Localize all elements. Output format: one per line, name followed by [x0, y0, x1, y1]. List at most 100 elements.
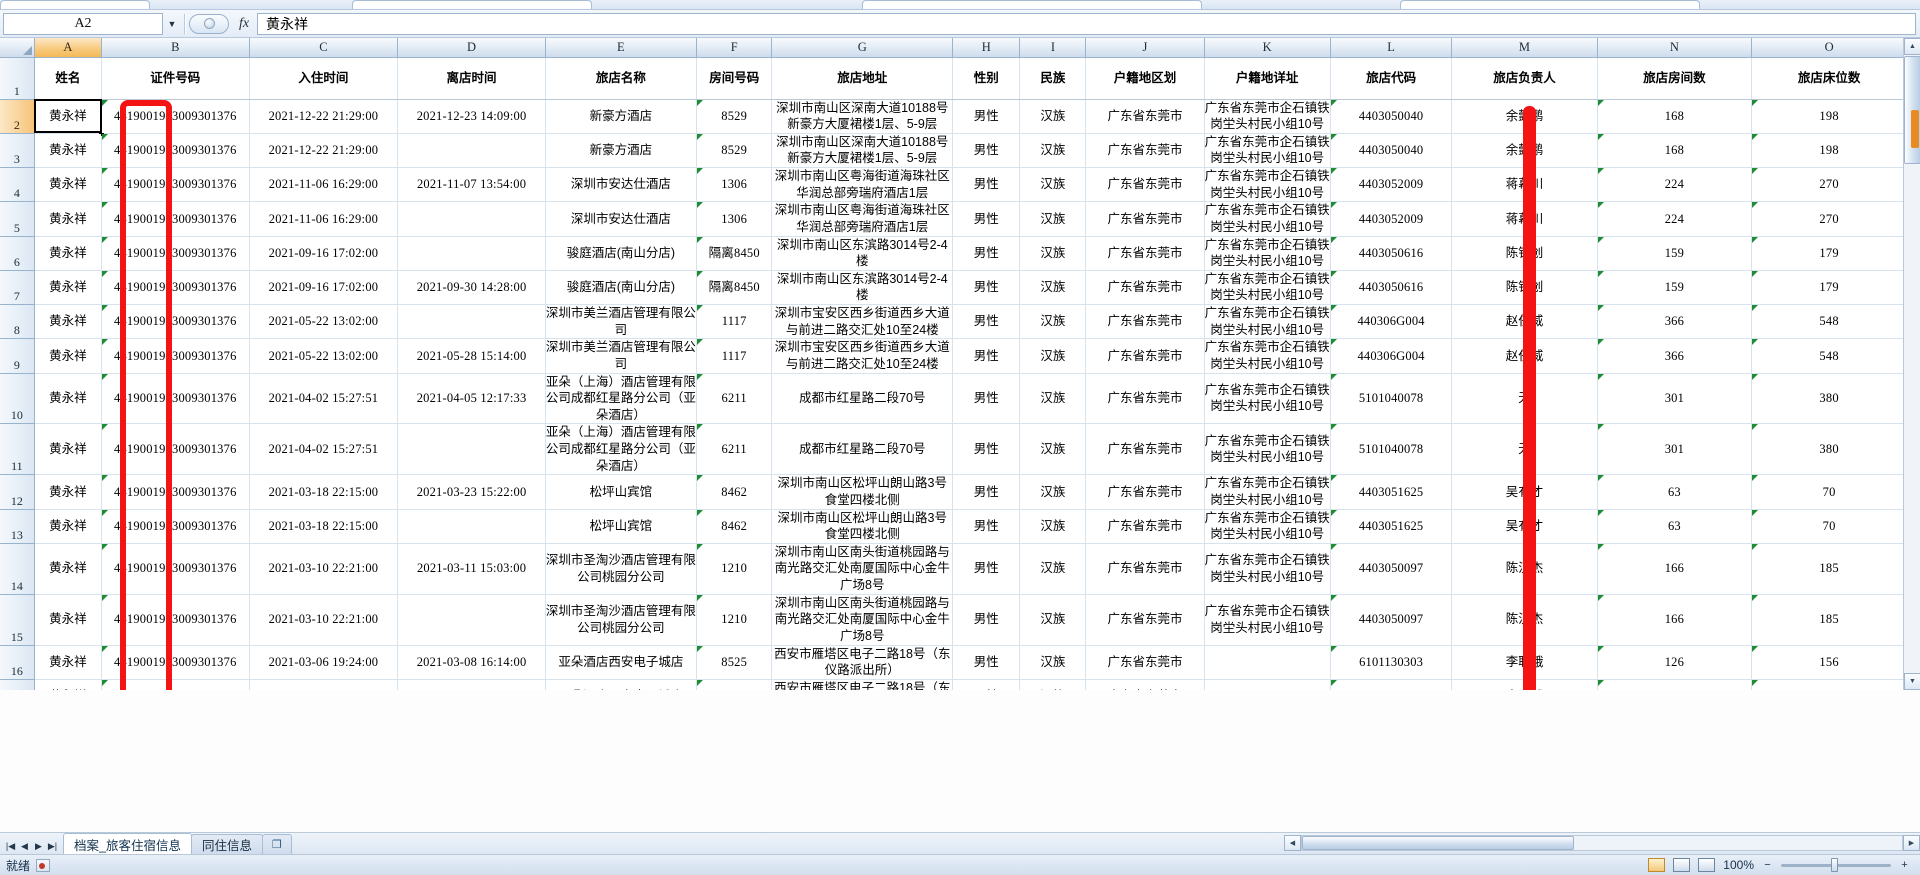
- ribbon-tab-stub-1[interactable]: [0, 0, 150, 9]
- column-title-H[interactable]: 性别: [952, 57, 1021, 100]
- cell-G4[interactable]: 深圳市南山区粤海街道海珠社区华润总部旁瑞府酒店1层: [771, 167, 954, 203]
- cell-D16[interactable]: 2021-03-08 16:14:00: [397, 645, 546, 680]
- cell-B10[interactable]: 4419001993009301376: [101, 373, 250, 425]
- row-header-12[interactable]: 12: [0, 474, 35, 510]
- cell-C2[interactable]: 2021-12-22 21:29:00: [249, 99, 399, 134]
- macro-record-icon[interactable]: [36, 858, 51, 872]
- cell-H14[interactable]: 男性: [952, 543, 1021, 595]
- cell-L11[interactable]: 5101040078: [1330, 423, 1453, 476]
- cell-K4[interactable]: 广东省东莞市企石镇铁岗坣头村民小组10号: [1204, 167, 1331, 203]
- page-break-view-icon[interactable]: [1698, 858, 1716, 872]
- next-sheet-icon[interactable]: ▶: [35, 841, 42, 851]
- cell-O8[interactable]: 548: [1751, 304, 1907, 340]
- cell-I2[interactable]: 汉族: [1019, 99, 1087, 134]
- cell-B7[interactable]: 4419001993009301376: [101, 270, 250, 306]
- cell-L8[interactable]: 440306G004: [1330, 304, 1453, 340]
- cell-F2[interactable]: 8529: [696, 99, 773, 134]
- cell-O2[interactable]: 198: [1751, 99, 1907, 134]
- cell-D10[interactable]: 2021-04-05 12:17:33: [397, 373, 546, 425]
- cell-N13[interactable]: 63: [1597, 509, 1753, 544]
- column-header-J[interactable]: J: [1085, 38, 1205, 58]
- cell-A7[interactable]: 黄永祥: [34, 270, 103, 306]
- cell-I13[interactable]: 汉族: [1019, 509, 1087, 544]
- cell-E8[interactable]: 深圳市美兰酒店管理有限公司: [545, 304, 697, 340]
- cell-L4[interactable]: 4403052009: [1330, 167, 1453, 203]
- cell-C6[interactable]: 2021-09-16 17:02:00: [249, 236, 399, 271]
- cell-J11[interactable]: 广东省东莞市: [1085, 423, 1205, 476]
- row-header-3[interactable]: 3: [0, 133, 35, 169]
- formula-input[interactable]: 黄永祥: [257, 12, 1916, 35]
- cell-C13[interactable]: 2021-03-18 22:15:00: [249, 509, 399, 544]
- name-box-dropdown-icon[interactable]: ▼: [167, 18, 177, 29]
- insert-function-pill-button[interactable]: [189, 13, 229, 34]
- column-title-F[interactable]: 房间号码: [696, 57, 773, 100]
- cell-M9[interactable]: 赵任威: [1451, 338, 1598, 374]
- cell-F5[interactable]: 1306: [696, 201, 773, 237]
- cell-M6[interactable]: 陈钦创: [1451, 236, 1598, 271]
- scroll-left-arrow-icon[interactable]: ◀: [1284, 835, 1301, 851]
- cell-K8[interactable]: 广东省东莞市企石镇铁岗坣头村民小组10号: [1204, 304, 1331, 340]
- cell-K6[interactable]: 广东省东莞市企石镇铁岗坣头村民小组10号: [1204, 236, 1331, 271]
- cell-K17[interactable]: [1204, 679, 1331, 690]
- cell-A11[interactable]: 黄永祥: [34, 423, 103, 476]
- cell-D5[interactable]: [397, 201, 546, 237]
- cell-H15[interactable]: 男性: [952, 594, 1021, 646]
- row-header-1[interactable]: 1: [0, 57, 35, 100]
- cell-A9[interactable]: 黄永祥: [34, 338, 103, 374]
- cell-J12[interactable]: 广东省东莞市: [1085, 474, 1205, 510]
- cell-E5[interactable]: 深圳市安达仕酒店: [545, 201, 697, 237]
- cell-H3[interactable]: 男性: [952, 133, 1021, 169]
- ribbon-tab-stub-3[interactable]: [862, 0, 1202, 9]
- cell-K13[interactable]: 广东省东莞市企石镇铁岗坣头村民小组10号: [1204, 509, 1331, 544]
- row-header-11[interactable]: 11: [0, 423, 35, 476]
- scroll-right-arrow-icon[interactable]: ▶: [1903, 835, 1920, 851]
- cell-I4[interactable]: 汉族: [1019, 167, 1087, 203]
- row-header-4[interactable]: 4: [0, 167, 35, 203]
- cell-H16[interactable]: 男性: [952, 645, 1021, 680]
- cell-O10[interactable]: 380: [1751, 373, 1907, 425]
- cell-G7[interactable]: 深圳市南山区东滨路3014号2-4楼: [771, 270, 954, 306]
- cell-H10[interactable]: 男性: [952, 373, 1021, 425]
- cell-I7[interactable]: 汉族: [1019, 270, 1087, 306]
- row-header-9[interactable]: 9: [0, 338, 35, 374]
- normal-view-icon[interactable]: [1648, 858, 1666, 872]
- cell-G11[interactable]: 成都市红星路二段70号: [771, 423, 954, 476]
- column-title-E[interactable]: 旅店名称: [545, 57, 697, 100]
- cell-M17[interactable]: 李联娥: [1451, 679, 1598, 690]
- cell-K11[interactable]: 广东省东莞市企石镇铁岗坣头村民小组10号: [1204, 423, 1331, 476]
- cell-G5[interactable]: 深圳市南山区粤海街道海珠社区华润总部旁瑞府酒店1层: [771, 201, 954, 237]
- cell-D4[interactable]: 2021-11-07 13:54:00: [397, 167, 546, 203]
- cell-L14[interactable]: 4403050097: [1330, 543, 1453, 595]
- cell-N9[interactable]: 366: [1597, 338, 1753, 374]
- column-title-G[interactable]: 旅店地址: [771, 57, 954, 100]
- cell-N17[interactable]: 126: [1597, 679, 1753, 690]
- cell-A2[interactable]: 黄永祥: [34, 99, 104, 136]
- cell-M3[interactable]: 余懿鹏: [1451, 133, 1598, 169]
- cell-F17[interactable]: 8525: [696, 679, 773, 690]
- cell-N16[interactable]: 126: [1597, 645, 1753, 680]
- cell-H17[interactable]: 男性: [952, 679, 1021, 690]
- cell-K3[interactable]: 广东省东莞市企石镇铁岗坣头村民小组10号: [1204, 133, 1331, 169]
- cell-M15[interactable]: 陈汉杰: [1451, 594, 1598, 646]
- cell-N6[interactable]: 159: [1597, 236, 1753, 271]
- cell-C17[interactable]: 2021-03-06 19:24:00: [249, 679, 399, 690]
- cell-F7[interactable]: 隔离8450: [696, 270, 773, 306]
- row-header-15[interactable]: 15: [0, 594, 35, 646]
- cell-D3[interactable]: [397, 133, 546, 169]
- name-box[interactable]: A2: [3, 12, 163, 35]
- cell-D17[interactable]: [397, 679, 546, 690]
- cell-G14[interactable]: 深圳市南山区南头街道桃园路与南光路交汇处南厦国际中心金牛广场8号: [771, 543, 954, 595]
- column-title-I[interactable]: 民族: [1019, 57, 1087, 100]
- cell-H4[interactable]: 男性: [952, 167, 1021, 203]
- cell-D9[interactable]: 2021-05-28 15:14:00: [397, 338, 546, 374]
- sheet-tab-1[interactable]: 档案_旅客住宿信息: [63, 833, 192, 854]
- cell-L16[interactable]: 6101130303: [1330, 645, 1453, 680]
- cell-C4[interactable]: 2021-11-06 16:29:00: [249, 167, 399, 203]
- cell-K14[interactable]: 广东省东莞市企石镇铁岗坣头村民小组10号: [1204, 543, 1331, 595]
- cell-D14[interactable]: 2021-03-11 15:03:00: [397, 543, 546, 595]
- cell-F4[interactable]: 1306: [696, 167, 773, 203]
- cell-L3[interactable]: 4403050040: [1330, 133, 1453, 169]
- cell-M12[interactable]: 吴有才: [1451, 474, 1598, 510]
- cell-G17[interactable]: 西安市雁塔区电子二路18号（东仪路派出所）: [771, 679, 954, 690]
- cell-C10[interactable]: 2021-04-02 15:27:51: [249, 373, 399, 425]
